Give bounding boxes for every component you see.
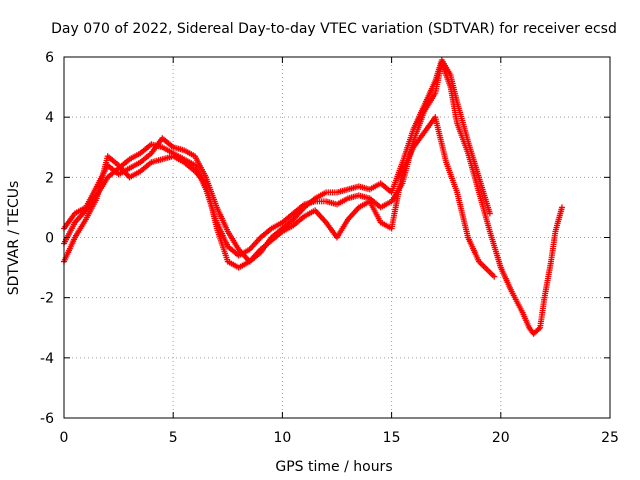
y-tick-label: -2 [40,291,54,307]
x-tick-label: 0 [60,430,69,446]
data-points [61,57,565,337]
data-point [491,273,498,280]
y-tick-label: 0 [45,231,54,247]
x-tick-label: 25 [601,430,619,446]
data-point [486,210,493,217]
data-point [558,204,565,211]
x-tick-label: 10 [273,430,291,446]
y-tick-label: -6 [40,411,54,427]
x-axis-label: GPS time / hours [275,459,392,475]
axis-ticks: 0 5 10 15 20 25 -6 -4 -2 0 2 4 6 [40,50,619,446]
x-tick-label: 5 [169,430,178,446]
x-tick-label: 20 [492,430,510,446]
y-tick-label: -4 [40,351,54,367]
data-point [535,325,542,332]
y-tick-label: 4 [45,110,54,126]
x-tick-label: 15 [383,430,401,446]
y-tick-label: 2 [45,170,54,186]
y-axis-label: SDTVAR / TECUs [6,181,22,296]
chart-title: Day 070 of 2022, Sidereal Day-to-day VTE… [51,21,617,37]
y-tick-label: 6 [45,50,54,66]
